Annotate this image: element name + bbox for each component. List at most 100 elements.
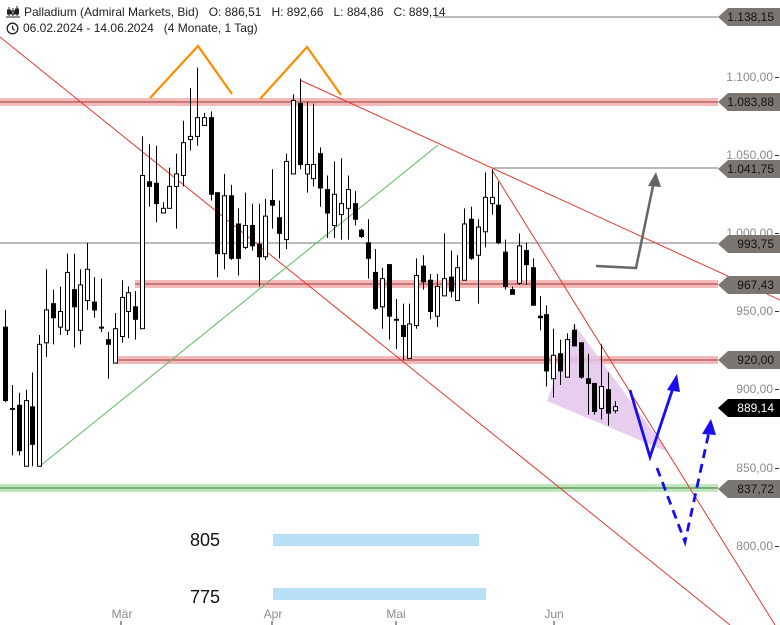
arrowhead-gray-icon — [648, 172, 661, 187]
duration: (4 Monate, 1 Tag) — [163, 21, 258, 35]
candle — [243, 192, 248, 249]
candle — [37, 334, 42, 467]
candle-body-bearish — [579, 342, 584, 378]
candle — [209, 111, 214, 201]
candle — [65, 253, 70, 335]
candle-body-bullish — [613, 406, 618, 412]
candle-body-bearish — [531, 267, 536, 306]
candle-body-bullish — [44, 309, 49, 344]
candle-body-bullish — [332, 193, 337, 227]
high-value: H: 892,66 — [271, 5, 324, 19]
candle-body-bearish — [257, 243, 262, 258]
candle — [455, 255, 460, 302]
trendline-red-upper — [299, 79, 780, 301]
projection-arrow-blue-dashed — [655, 431, 711, 547]
candle-body-bullish — [99, 326, 104, 329]
candle — [147, 144, 152, 207]
candle-body-bearish — [92, 301, 97, 311]
candle-body-bearish — [30, 406, 35, 445]
candle — [30, 372, 35, 467]
target-label-775: 775 — [190, 587, 221, 607]
level-tag-1138[interactable]: 1.138,15 — [718, 8, 780, 26]
instrument-name: Palladium (Admiral Markets, Bid) — [24, 5, 199, 19]
candle-body-bearish — [359, 229, 364, 237]
month-label-jun: Jun — [544, 607, 564, 621]
candle-body-bullish — [599, 386, 604, 409]
candle-body-bearish — [421, 265, 426, 283]
candle — [85, 242, 90, 310]
candle-body-bearish — [401, 325, 406, 338]
target-bar-805 — [273, 534, 479, 546]
candle — [24, 389, 29, 467]
candle-body-bullish — [24, 400, 29, 467]
candle-body-bullish — [565, 339, 570, 378]
candle-body-bearish — [215, 192, 220, 255]
candle — [346, 175, 351, 240]
candle-body-bearish — [3, 326, 8, 402]
candle-body-bullish — [291, 99, 296, 175]
candle — [353, 191, 358, 226]
candle — [613, 401, 618, 414]
candle — [483, 172, 488, 248]
price-axis-label: 950,00 — [736, 304, 779, 318]
candle-body-bearish — [147, 181, 152, 187]
level-tag-993[interactable]: 993,75 — [718, 235, 780, 253]
candle-body-bearish — [428, 279, 433, 312]
price-axis-label: 1.050,00 — [726, 148, 779, 162]
candle — [394, 298, 399, 350]
candle-body-bullish — [263, 215, 268, 258]
candle-body-bullish — [490, 196, 495, 205]
candle-body-bearish — [592, 382, 597, 413]
candle-body-bullish — [442, 278, 447, 297]
level-tag-1083[interactable]: 1.083,88 — [718, 93, 780, 111]
candle — [236, 208, 241, 276]
candle — [298, 78, 303, 170]
candle — [531, 258, 536, 306]
candle — [366, 219, 371, 279]
level-tag-1041[interactable]: 1.041,75 — [718, 160, 780, 178]
candle-body-bearish — [318, 153, 323, 189]
candle-body-bearish — [209, 117, 214, 195]
candle — [10, 384, 15, 456]
candle-body-bullish — [476, 226, 481, 256]
current-price-tag: 889,14 — [718, 399, 780, 417]
candle-body-bullish — [181, 142, 186, 176]
candle-body-bullish — [126, 292, 131, 312]
candle — [510, 286, 515, 295]
candle-body-bearish — [469, 218, 474, 259]
level-tag-920[interactable]: 920,00 — [718, 351, 780, 369]
candle-body-bullish — [78, 284, 83, 331]
candle-body-bearish — [353, 203, 358, 220]
candle — [270, 169, 275, 229]
candle-body-bullish — [380, 278, 385, 308]
candle — [469, 206, 474, 260]
level-tag-967[interactable]: 967,43 — [718, 276, 780, 294]
candle — [442, 233, 447, 297]
candle-body-bullish — [551, 354, 556, 380]
candle-body-bullish — [37, 343, 42, 467]
candle-body-bearish — [503, 251, 508, 287]
candle-body-bearish — [106, 339, 111, 345]
candle-body-bearish — [133, 306, 138, 320]
candle-body-bullish — [284, 160, 289, 241]
candle — [291, 94, 296, 175]
candle — [325, 175, 330, 239]
candle — [195, 67, 200, 146]
candle — [496, 181, 501, 245]
candle — [44, 269, 49, 357]
level-tag-837[interactable]: 837,72 — [718, 480, 780, 498]
candle-body-bullish — [140, 174, 145, 330]
candle-body-bearish — [544, 314, 549, 372]
candle — [311, 103, 316, 187]
candle-body-bearish — [366, 242, 371, 259]
month-label-apr: Apr — [263, 607, 283, 621]
candle-body-bullish — [407, 323, 412, 359]
candle — [476, 219, 481, 304]
candle-body-bullish — [85, 268, 90, 302]
candle-body-bearish — [449, 276, 454, 292]
projection-arrow-blue-solid — [628, 387, 675, 462]
candle-body-bullish — [311, 164, 316, 180]
candle-body-bullish — [346, 189, 351, 209]
candle-body-bullish — [113, 328, 118, 364]
